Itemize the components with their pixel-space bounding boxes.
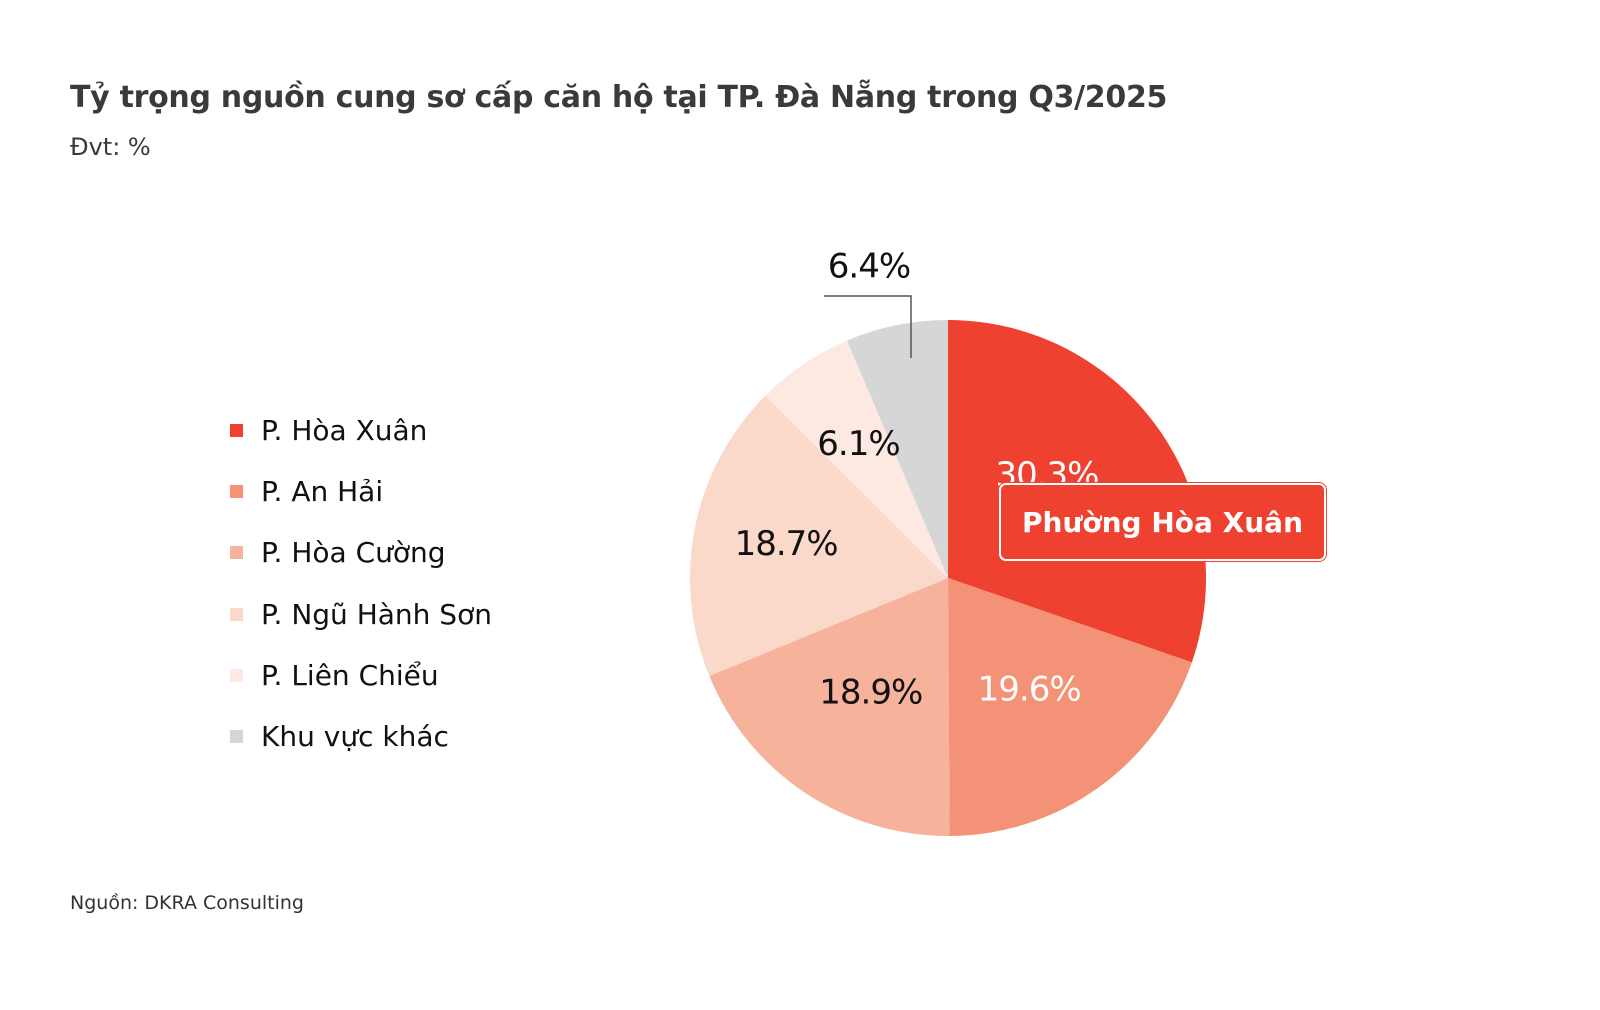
- legend-label: P. Hòa Cường: [261, 536, 446, 570]
- legend-item: P. Ngũ Hành Sơn: [230, 584, 492, 645]
- data-label: 6.4%: [828, 247, 910, 287]
- legend-swatch: [230, 485, 243, 499]
- data-label: 6.1%: [817, 424, 899, 464]
- legend-item: P. Hòa Xuân: [230, 400, 492, 461]
- pie-slice: [847, 320, 948, 578]
- pie-slice: [765, 340, 948, 578]
- highlight-callout: Phường Hòa Xuân: [999, 483, 1326, 561]
- legend: P. Hòa Xuân P. An Hải P. Hòa Cường P. Ng…: [230, 400, 492, 767]
- legend-label: P. Liên Chiểu: [261, 658, 439, 692]
- legend-label: P. Hòa Xuân: [261, 414, 428, 448]
- legend-item: P. Hòa Cường: [230, 522, 492, 583]
- source-note: Nguồn: DKRA Consulting: [70, 892, 304, 914]
- data-label: 19.6%: [978, 670, 1081, 710]
- pie-slice: [948, 578, 1192, 836]
- data-label: 18.7%: [735, 524, 838, 564]
- unit-label: Đvt: %: [70, 133, 151, 161]
- legend-swatch: [230, 668, 243, 682]
- legend-swatch: [230, 730, 243, 744]
- legend-item: P. An Hải: [230, 461, 492, 522]
- pie-slice: [709, 578, 950, 836]
- data-label: 18.9%: [819, 672, 922, 712]
- legend-swatch: [230, 546, 243, 560]
- legend-label: P. Ngũ Hành Sơn: [261, 597, 492, 631]
- legend-item: P. Liên Chiểu: [230, 645, 492, 706]
- leader-line: [824, 295, 912, 358]
- legend-swatch: [230, 607, 243, 621]
- legend-label: Khu vực khác: [261, 720, 449, 754]
- chart-title: Tỷ trọng nguồn cung sơ cấp căn hộ tại TP…: [70, 80, 1168, 115]
- legend-item: Khu vực khác: [230, 706, 492, 767]
- pie-slice: [690, 395, 948, 676]
- legend-swatch: [230, 424, 243, 438]
- legend-label: P. An Hải: [261, 475, 384, 509]
